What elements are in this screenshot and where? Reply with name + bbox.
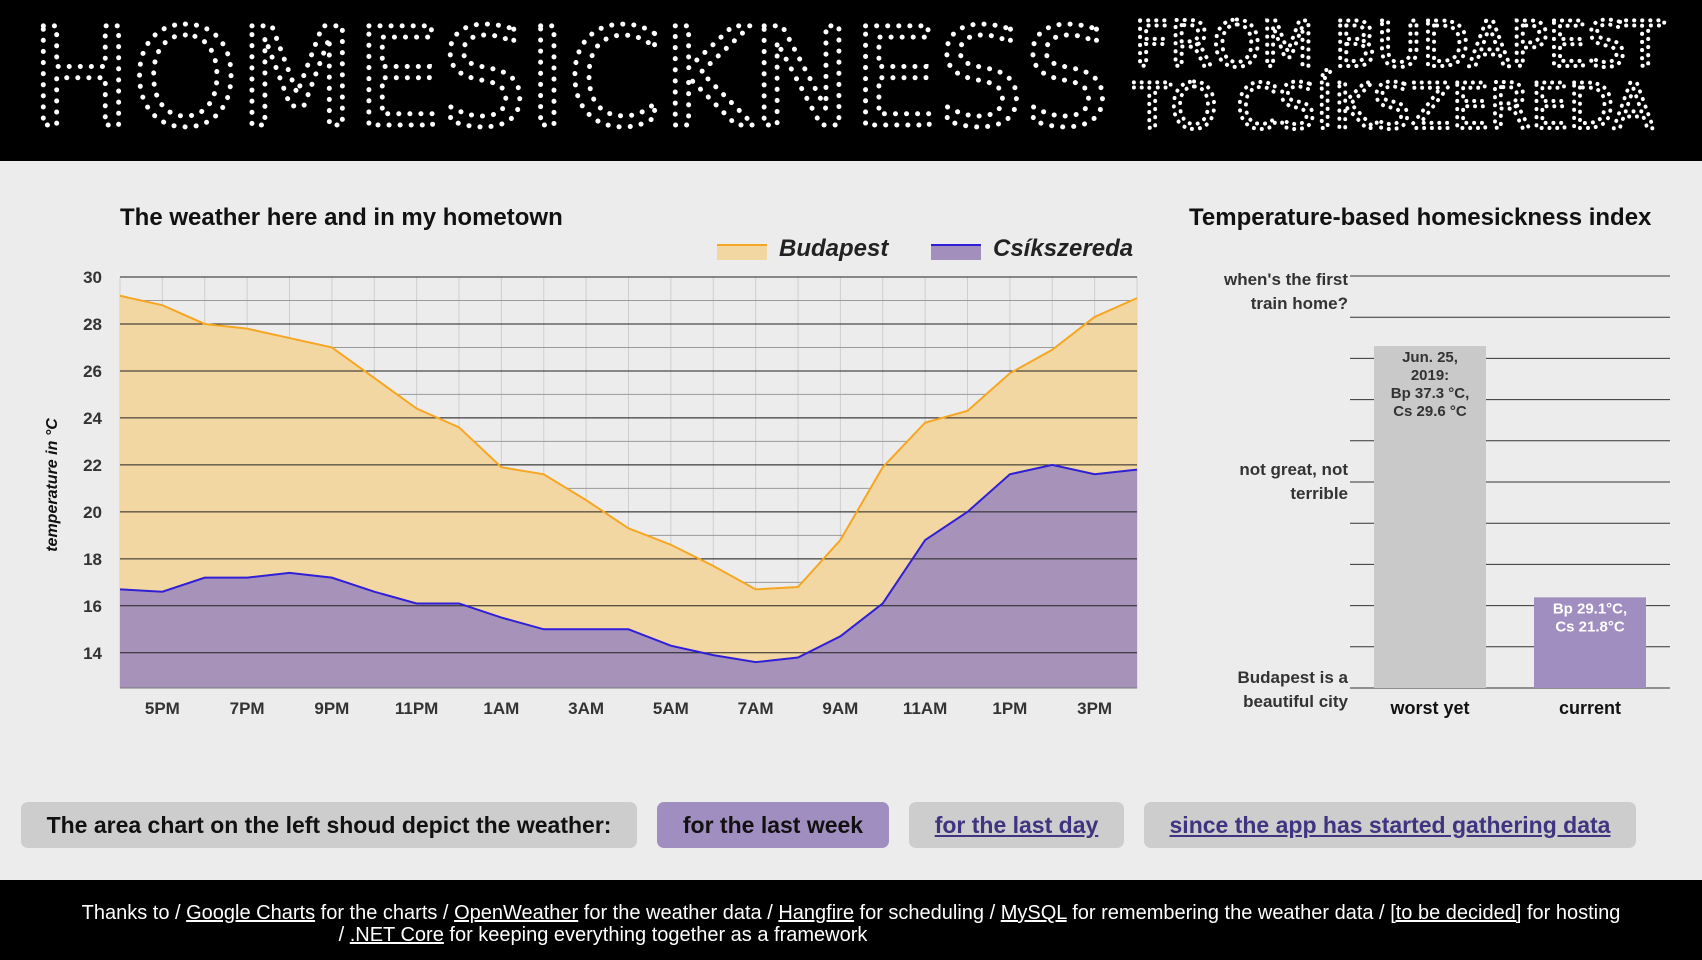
bar-data-label: Bp 29.1°C, [1553, 600, 1627, 617]
series-area-0 [120, 295, 1137, 688]
bar-data-label: 2019: [1411, 367, 1449, 384]
bar-y-label: terrible [1290, 484, 1348, 503]
area-chart-title: The weather here and in my hometown [120, 204, 563, 231]
google-charts-link[interactable]: Google Charts [186, 902, 316, 924]
dotnet-core-link[interactable]: .NET Core [349, 924, 444, 946]
y-tick-label: 30 [83, 268, 102, 287]
range-controls-label: The area chart on the left shoud depict … [21, 802, 637, 848]
bar-chart-x-labels: worst yet current [1389, 698, 1621, 718]
bar-y-label: when's the first [1223, 270, 1348, 289]
site-title: HOMESICKNESS [30, 0, 1110, 158]
bar-y-label: not great, not [1239, 460, 1348, 479]
openweather-link[interactable]: OpenWeather [454, 902, 579, 924]
index-bar [1534, 597, 1646, 688]
series-line-0 [119, 294, 1138, 591]
x-tick-label: 1AM [483, 699, 519, 718]
y-tick-label: 26 [83, 362, 102, 381]
footer-text: for the charts / [320, 902, 449, 924]
hangfire-link[interactable]: Hangfire [778, 902, 854, 924]
x-tick-label: 3AM [568, 699, 604, 718]
bar-data-label: Bp 37.3 °C, [1391, 385, 1470, 402]
bar-category-label: current [1559, 698, 1621, 718]
x-tick-label: 7PM [230, 699, 265, 718]
area-chart-y-ticks: 14 16 18 20 22 24 26 28 30 [83, 268, 102, 663]
series-line-1 [119, 463, 1138, 664]
y-tick-label: 20 [83, 503, 102, 522]
site-subtitle-line2: TO CSÍKSZEREDA [1133, 70, 1654, 143]
y-tick-label: 24 [83, 409, 102, 428]
area-chart-areas [120, 295, 1137, 688]
chart-range-controls: The area chart on the left shoud depict … [0, 802, 1702, 850]
footer-text: for remembering the weather data / [1072, 902, 1385, 924]
y-tick-label: 22 [83, 456, 102, 475]
footer-text: for scheduling / [859, 902, 996, 924]
area-chart-legend: Budapest Csíkszereda [717, 235, 1133, 262]
x-tick-label: 11PM [395, 699, 438, 718]
bar-y-label: Budapest is a [1237, 668, 1348, 687]
area-chart-lines [119, 294, 1138, 689]
y-tick-label: 18 [83, 550, 102, 569]
bar-y-label: beautiful city [1243, 692, 1348, 711]
x-tick-label: 9AM [822, 699, 858, 718]
area-chart-y-axis-label: temperature in °C [44, 418, 61, 552]
footer-text: / [338, 924, 345, 946]
bar-chart-title: Temperature-based homesickness index [1189, 204, 1652, 231]
y-tick-label: 28 [83, 315, 102, 334]
footer-credits-line2: / .NET Core for keeping everything toget… [0, 924, 1454, 947]
mysql-link[interactable]: MySQL [1000, 902, 1067, 924]
site-header: HOMESICKNESS FROM BUDAPEST TO CSÍKSZERED… [0, 0, 1702, 161]
footer-text: for keeping everything together as a fra… [449, 924, 868, 946]
range-last-day-link[interactable]: for the last day [909, 802, 1124, 848]
bar-data-label: Cs 29.6 °C [1393, 403, 1467, 420]
x-tick-label: 5AM [653, 699, 689, 718]
hosting-link[interactable]: [to be decided] [1390, 902, 1522, 924]
area-chart: 14 16 18 20 22 24 26 28 30 5PM 7PM 9PM 11PM 1AM 3AM 5A… [44, 235, 1138, 718]
range-last-week-button[interactable]: for the last week [657, 802, 889, 848]
bar-data-label: Jun. 25, [1402, 349, 1458, 366]
x-tick-label: 1PM [992, 699, 1027, 718]
y-tick-label: 16 [83, 597, 102, 616]
bar-chart-y-labels: when's the first train home? not great, no… [1223, 270, 1349, 711]
range-since-start-link[interactable]: since the app has started gathering data [1144, 802, 1636, 848]
x-tick-label: 9PM [314, 699, 349, 718]
bar-category-label: worst yet [1389, 698, 1469, 718]
bar-data-label: Cs 21.8°C [1555, 618, 1625, 635]
bar-y-label: train home? [1251, 294, 1348, 313]
legend-swatch [717, 245, 767, 260]
x-tick-label: 11AM [903, 699, 947, 718]
x-tick-label: 3PM [1077, 699, 1112, 718]
dotted-title-svg: HOMESICKNESS FROM BUDAPEST TO CSÍKSZERED… [28, 0, 1668, 161]
bar-chart-bars: Jun. 25,2019:Bp 37.3 °C,Cs 29.6 °C Bp 29.… [1374, 346, 1646, 688]
x-tick-label: 5PM [145, 699, 180, 718]
site-subtitle-line1: FROM BUDAPEST [1134, 8, 1665, 81]
legend-label: Budapest [779, 235, 889, 262]
area-chart-x-ticks: 5PM 7PM 9PM 11PM 1AM 3AM 5AM 7AM 9AM 11AM 1PM 3PM [145, 699, 1112, 718]
footer-credits-line1: Thanks to / Google Charts for the charts… [0, 902, 1702, 925]
footer-text: for hosting [1526, 902, 1621, 924]
footer-text: Thanks to / [81, 902, 181, 924]
y-tick-label: 14 [83, 644, 102, 663]
site-footer: Thanks to / Google Charts for the charts… [0, 880, 1702, 960]
legend-swatch [931, 245, 981, 260]
series-area-1 [120, 464, 1137, 688]
legend-label: Csíkszereda [993, 235, 1133, 262]
bar-chart: Jun. 25,2019:Bp 37.3 °C,Cs 29.6 °C Bp 29.… [1223, 270, 1670, 718]
x-tick-label: 7AM [738, 699, 774, 718]
footer-text: for the weather data / [583, 902, 773, 924]
index-bar [1374, 346, 1486, 688]
